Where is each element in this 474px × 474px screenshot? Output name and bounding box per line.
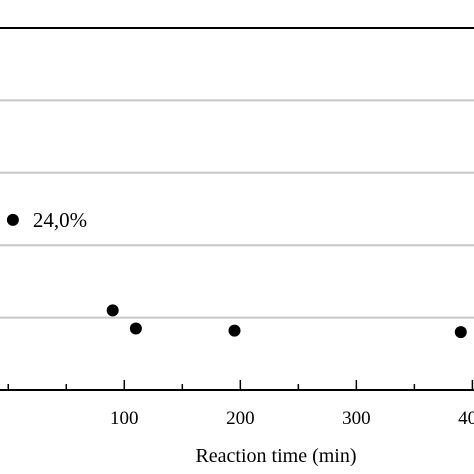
grid-lines: [0, 99, 474, 319]
x-tick-label: 100: [110, 408, 139, 429]
data-point: [228, 324, 241, 337]
data-point: [129, 322, 142, 335]
data-points: [6, 213, 467, 339]
data-point: [454, 326, 467, 339]
x-tick-label: 400: [458, 408, 474, 429]
x-tick-label: 300: [342, 408, 371, 429]
annotation-label: 24,0%: [33, 208, 87, 232]
data-point: [106, 304, 119, 317]
x-tick-label: 200: [226, 408, 255, 429]
x-axis-ticks: 100 200 300 400: [7, 380, 474, 429]
data-point: [6, 213, 19, 226]
x-axis-title: Reaction time (min): [195, 445, 356, 467]
annotations: 24,0%: [33, 208, 87, 232]
